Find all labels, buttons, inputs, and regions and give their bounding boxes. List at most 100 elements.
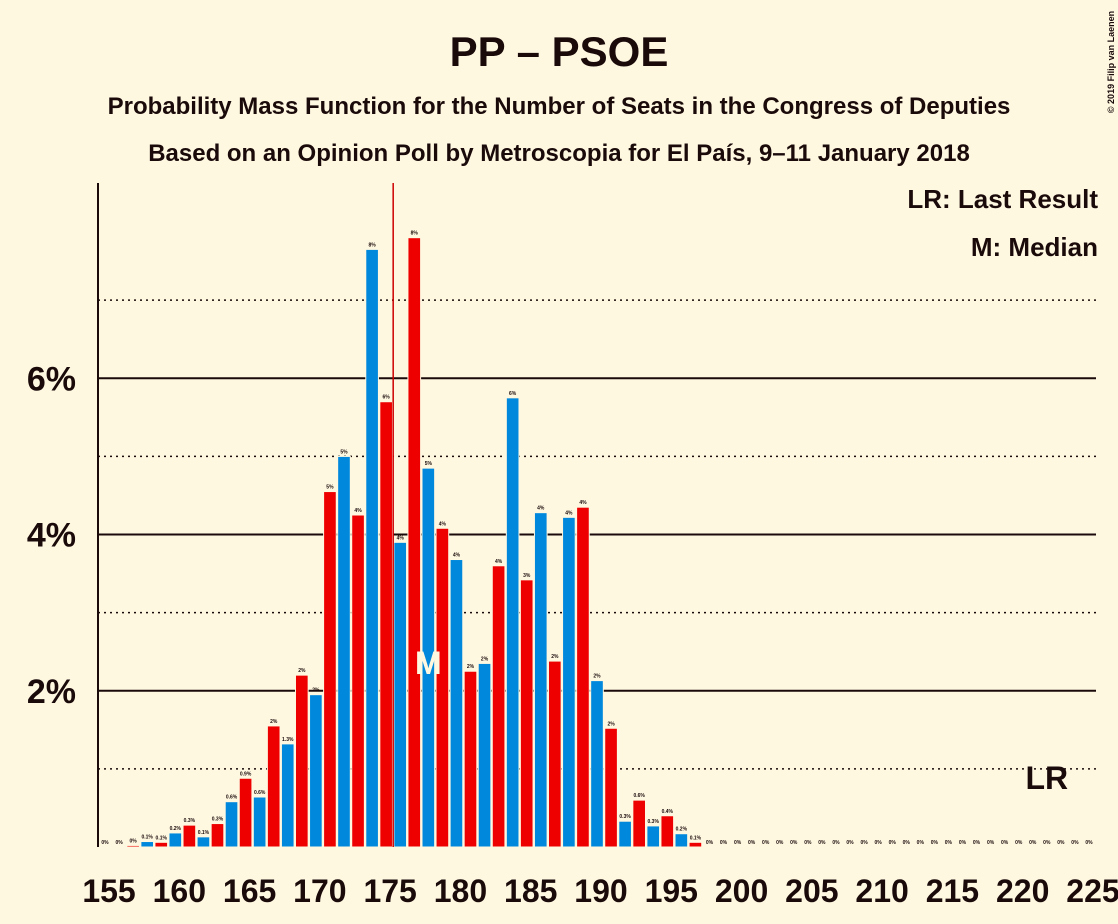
bar <box>688 841 703 848</box>
x-tick-label: 170 <box>293 873 346 909</box>
x-tick-label: 215 <box>926 873 979 909</box>
data-label: 0% <box>1029 840 1037 846</box>
data-label: 0.1% <box>198 830 210 836</box>
bar <box>674 833 689 848</box>
y-tick-label: 6% <box>27 360 76 398</box>
data-label: 0% <box>931 840 939 846</box>
data-label: 0% <box>115 840 123 846</box>
legend-entry: LR: Last Result <box>907 184 1098 214</box>
data-label: 0% <box>706 840 714 846</box>
data-label: 0.1% <box>690 835 702 841</box>
data-label: 4% <box>495 559 503 565</box>
data-label: 8% <box>368 242 376 248</box>
data-label: 0.3% <box>648 819 660 825</box>
x-tick-label: 195 <box>645 873 698 909</box>
bar <box>477 662 492 848</box>
bar <box>491 565 506 848</box>
bar <box>309 694 323 848</box>
bar <box>224 801 239 848</box>
bar <box>463 670 478 848</box>
bar <box>618 820 632 848</box>
chart-subtitle: Based on an Opinion Poll by Metroscopia … <box>148 140 970 167</box>
data-label: 0.3% <box>619 814 631 820</box>
x-tick-label: 180 <box>434 873 487 909</box>
x-tick-label: 165 <box>223 873 276 909</box>
bar <box>196 836 211 848</box>
x-tick-label: 210 <box>855 873 908 909</box>
bar <box>533 512 548 848</box>
data-label: 2% <box>298 668 306 674</box>
data-label: 0% <box>903 840 911 846</box>
data-label: 0% <box>1015 840 1023 846</box>
bar <box>632 799 646 848</box>
y-tick-label: 2% <box>27 673 76 711</box>
x-tick-label: 205 <box>785 873 838 909</box>
data-label: 0% <box>1071 840 1079 846</box>
data-label: 0.3% <box>184 818 196 824</box>
bar <box>168 832 183 848</box>
data-label: 4% <box>397 535 405 541</box>
data-label: 0.1% <box>141 835 153 841</box>
bar <box>562 516 576 848</box>
bar <box>210 823 225 848</box>
bar <box>379 401 393 848</box>
data-label: 6% <box>509 391 517 397</box>
data-label: 4% <box>579 500 587 506</box>
y-tick-label: 4% <box>27 517 76 555</box>
data-label: 0% <box>748 840 756 846</box>
data-label: 0% <box>1057 840 1065 846</box>
bar <box>435 527 450 848</box>
legend-entry: M: Median <box>971 232 1098 262</box>
data-label: 0% <box>804 840 812 846</box>
data-label: 0.6% <box>254 790 266 796</box>
bar <box>576 506 590 848</box>
data-label: 0% <box>973 840 981 846</box>
median-marker: M <box>415 645 442 681</box>
x-tick-label: 220 <box>996 873 1049 909</box>
data-label: 0% <box>818 840 826 846</box>
data-label: 0% <box>790 840 798 846</box>
data-label: 0.2% <box>676 827 688 833</box>
copyright: © 2019 Filip van Laenen <box>1106 11 1116 113</box>
x-tick-label: 185 <box>504 873 557 909</box>
data-label: 4% <box>565 510 573 516</box>
data-label: 0% <box>101 840 109 846</box>
bar <box>140 841 155 848</box>
x-tick-label: 225 <box>1066 873 1118 909</box>
x-tick-label: 160 <box>153 873 206 909</box>
bar <box>280 743 295 848</box>
bar <box>548 660 562 848</box>
bar <box>393 541 408 848</box>
data-label: 0.4% <box>662 809 674 815</box>
data-label: 2% <box>467 664 475 670</box>
bar <box>351 514 365 848</box>
data-label: 8% <box>411 231 419 237</box>
chart-title: PP – PSOE <box>450 28 669 75</box>
data-label: 0% <box>987 840 995 846</box>
data-label: 0.1% <box>156 835 168 841</box>
data-label: 0% <box>945 840 953 846</box>
data-label: 0.3% <box>212 817 224 823</box>
data-label: 2% <box>551 654 559 660</box>
bar <box>449 559 464 848</box>
data-label: 5% <box>326 485 334 491</box>
bar <box>421 467 436 848</box>
data-label: 0% <box>130 838 138 844</box>
bar <box>519 579 534 848</box>
data-label: 2% <box>593 674 601 680</box>
data-label: 0% <box>776 840 784 846</box>
bar <box>646 825 661 848</box>
bar <box>660 815 675 848</box>
bar <box>407 237 422 848</box>
data-label: 0.2% <box>170 826 182 832</box>
bar <box>590 680 604 848</box>
data-label: 0% <box>832 840 840 846</box>
bar <box>182 824 197 848</box>
chart-subtitle: Probability Mass Function for the Number… <box>108 93 1011 120</box>
data-label: 0.9% <box>240 771 252 777</box>
data-label: 0% <box>1001 840 1009 846</box>
data-label: 0% <box>917 840 925 846</box>
data-label: 1.3% <box>282 737 294 743</box>
data-label: 0% <box>889 840 897 846</box>
